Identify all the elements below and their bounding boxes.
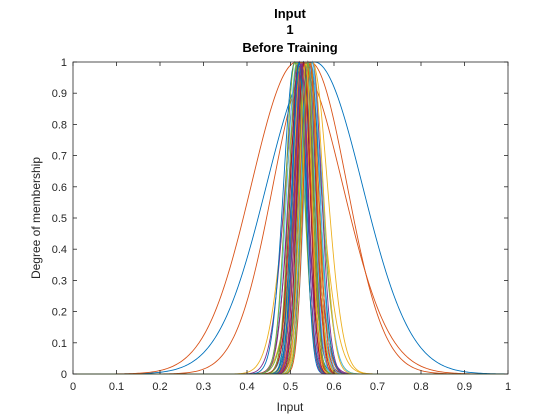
- y-tick-label-3: 0.3: [52, 275, 67, 287]
- y-tick-label-5: 0.5: [52, 213, 67, 225]
- x-tick-label-4: 0.4: [239, 381, 254, 393]
- x-tick-label-3: 0.3: [196, 381, 211, 393]
- y-axis-label: Degree of membership: [29, 157, 43, 279]
- x-tick-label-2: 0.2: [152, 381, 167, 393]
- x-tick-label-10: 1: [505, 381, 511, 393]
- y-tick-label-8: 0.8: [52, 119, 67, 131]
- x-axis-ticks: 0 0.1 0.2 0.3 0.4 0.5 0.6 0.7 0.8 0.9 1: [70, 62, 511, 393]
- x-tick-label-0: 0: [70, 381, 76, 393]
- y-tick-label-7: 0.7: [52, 151, 67, 163]
- chart-title-line-2: 1: [286, 22, 293, 37]
- y-tick-label-1: 0.1: [52, 338, 67, 350]
- y-tick-label-9: 0.9: [52, 88, 67, 100]
- y-tick-label-4: 0.4: [52, 244, 67, 256]
- x-tick-label-1: 0.1: [109, 381, 124, 393]
- x-tick-label-7: 0.7: [370, 381, 385, 393]
- y-tick-label-0: 0: [61, 369, 67, 381]
- x-tick-label-5: 0.5: [283, 381, 298, 393]
- y-tick-label-6: 0.6: [52, 182, 67, 194]
- x-axis-label: Input: [277, 400, 304, 414]
- y-tick-label-2: 0.2: [52, 307, 67, 319]
- x-tick-label-9: 0.9: [457, 381, 472, 393]
- y-tick-label-10: 1: [61, 57, 67, 69]
- chart-title-line-1: Input: [274, 6, 306, 21]
- x-tick-label-8: 0.8: [413, 381, 428, 393]
- chart-title-line-3: Before Training: [242, 40, 337, 55]
- x-tick-label-6: 0.6: [326, 381, 341, 393]
- y-axis-ticks: 0 0.1 0.2 0.3 0.4 0.5 0.6 0.7 0.8 0.9 1: [52, 57, 508, 381]
